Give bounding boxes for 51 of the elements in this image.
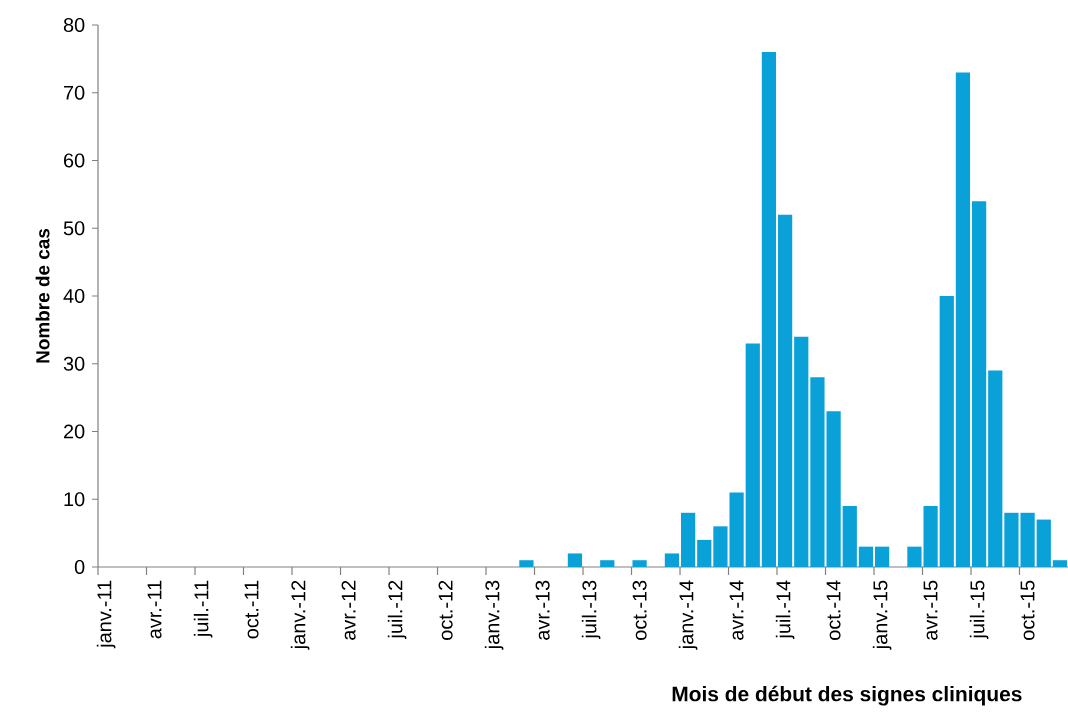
bar — [955, 72, 971, 567]
y-tick-label: 0 — [74, 559, 85, 575]
bar — [697, 539, 712, 567]
x-tick-label: avr.-12 — [341, 580, 356, 640]
bar — [600, 560, 615, 567]
x-tick-label: avr.-14 — [729, 580, 744, 640]
bar — [794, 336, 809, 567]
bar — [1036, 519, 1051, 567]
bar — [664, 553, 680, 567]
bar — [567, 553, 583, 567]
bar — [777, 214, 793, 567]
y-axis-title: Nombre de cas — [35, 228, 50, 363]
x-tick-label: avr.-15 — [923, 580, 938, 640]
x-tick-label: juil.-15 — [969, 580, 989, 640]
bar — [680, 512, 696, 567]
y-tick-label: 10 — [64, 492, 85, 507]
x-tick-label: avr.-11 — [147, 580, 162, 639]
x-tick-label: juil.-14 — [775, 580, 795, 640]
y-tick-label: 70 — [64, 85, 85, 100]
y-tick-label: 50 — [63, 221, 85, 236]
x-tick-label: oct.-14 — [826, 580, 841, 640]
x-tick-label: oct.-12 — [438, 580, 453, 640]
x-tick-label: janv.-12 — [290, 580, 310, 650]
x-axis-title: Mois de début des signes cliniques — [672, 685, 1022, 706]
x-tick-label: juil.-11 — [193, 580, 213, 638]
x-tick-label: avr.-13 — [535, 580, 550, 640]
x-tick-label: janv.-11 — [96, 580, 116, 649]
x-tick-label: janv.-15 — [872, 580, 892, 650]
x-tick-label: oct.-11 — [244, 580, 259, 639]
bar — [842, 506, 857, 567]
x-tick-label: juil.-13 — [581, 580, 601, 640]
x-tick-label: janv.-13 — [484, 580, 504, 650]
y-tick-label: 30 — [63, 356, 85, 371]
bar — [1052, 560, 1068, 567]
x-tick-label: oct.-13 — [632, 580, 647, 640]
y-tick-label: 20 — [64, 424, 85, 439]
bar — [874, 546, 890, 567]
bar — [745, 343, 760, 567]
y-tick-label: 80 — [63, 17, 85, 33]
bar — [971, 201, 987, 567]
y-tick-label: 60 — [64, 153, 85, 168]
bar — [632, 560, 647, 567]
y-tick-label: 40 — [63, 288, 85, 304]
x-tick-label: oct.-15 — [1020, 580, 1035, 640]
x-tick-label: janv.-14 — [678, 580, 698, 650]
bar — [519, 560, 534, 567]
bar — [988, 370, 1003, 567]
x-tick-label: juil.-12 — [387, 580, 407, 640]
bar — [858, 546, 874, 567]
bar — [939, 295, 954, 567]
bar — [761, 52, 777, 567]
